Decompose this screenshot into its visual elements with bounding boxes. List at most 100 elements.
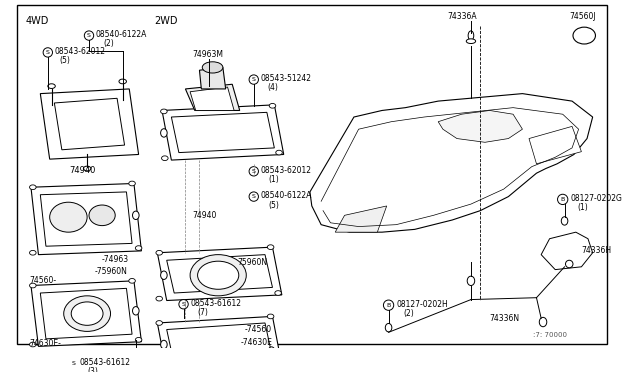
Text: 08543-61612: 08543-61612 — [79, 358, 131, 367]
Polygon shape — [40, 288, 132, 339]
Polygon shape — [157, 317, 282, 372]
Ellipse shape — [467, 39, 476, 44]
Polygon shape — [54, 98, 125, 150]
Ellipse shape — [190, 255, 246, 296]
Text: B: B — [387, 303, 390, 308]
Text: 08543-62012: 08543-62012 — [260, 166, 311, 175]
Ellipse shape — [50, 202, 87, 232]
Ellipse shape — [132, 307, 139, 315]
Text: S: S — [87, 33, 91, 38]
Ellipse shape — [83, 166, 91, 171]
Text: S: S — [252, 169, 256, 174]
Ellipse shape — [156, 296, 163, 301]
Text: S: S — [46, 50, 50, 55]
Ellipse shape — [64, 296, 111, 331]
Text: 74560J: 74560J — [569, 12, 596, 21]
Polygon shape — [166, 255, 273, 293]
Text: 74940: 74940 — [192, 211, 216, 220]
Ellipse shape — [198, 261, 239, 289]
Ellipse shape — [161, 109, 167, 114]
Text: 08543-51242: 08543-51242 — [260, 74, 311, 83]
Text: 74336A: 74336A — [447, 12, 477, 21]
Polygon shape — [40, 89, 139, 159]
Ellipse shape — [269, 103, 276, 108]
Ellipse shape — [385, 323, 392, 332]
Text: (5): (5) — [269, 201, 280, 209]
Text: 2WD: 2WD — [154, 16, 178, 26]
Polygon shape — [335, 206, 387, 232]
Text: S: S — [182, 302, 186, 307]
Ellipse shape — [275, 291, 282, 295]
Text: 75960N: 75960N — [237, 258, 267, 267]
Ellipse shape — [135, 246, 142, 250]
Text: 4WD: 4WD — [26, 16, 49, 26]
Text: 08127-0202G: 08127-0202G — [570, 194, 622, 203]
Polygon shape — [31, 183, 141, 255]
Polygon shape — [31, 281, 141, 346]
Polygon shape — [529, 126, 581, 164]
Text: -74630E: -74630E — [241, 338, 273, 347]
Ellipse shape — [468, 31, 474, 40]
Ellipse shape — [156, 250, 163, 255]
Ellipse shape — [161, 271, 167, 279]
Text: S: S — [252, 77, 256, 82]
Polygon shape — [40, 192, 132, 246]
Polygon shape — [438, 110, 522, 142]
Text: 08540-6122A: 08540-6122A — [95, 30, 147, 39]
Text: (2): (2) — [103, 39, 114, 48]
Text: (2): (2) — [404, 309, 414, 318]
Text: 74336H: 74336H — [581, 246, 612, 256]
Text: B: B — [561, 197, 565, 202]
Ellipse shape — [156, 368, 163, 372]
Ellipse shape — [129, 279, 135, 283]
Ellipse shape — [275, 361, 282, 366]
Polygon shape — [200, 67, 226, 89]
Text: -75960N: -75960N — [95, 267, 127, 276]
Text: 74336N: 74336N — [490, 314, 520, 323]
Ellipse shape — [29, 185, 36, 190]
Ellipse shape — [276, 150, 282, 155]
Text: 74940: 74940 — [69, 166, 95, 175]
Ellipse shape — [268, 245, 274, 250]
Ellipse shape — [129, 181, 135, 186]
Polygon shape — [190, 87, 234, 110]
Text: (5): (5) — [59, 56, 70, 65]
Text: 74630E-: 74630E- — [29, 339, 61, 348]
Ellipse shape — [566, 260, 573, 268]
Ellipse shape — [48, 84, 55, 89]
Ellipse shape — [84, 31, 93, 40]
Ellipse shape — [561, 217, 568, 225]
Polygon shape — [157, 247, 282, 301]
Ellipse shape — [383, 300, 394, 310]
Ellipse shape — [29, 283, 36, 288]
Polygon shape — [186, 84, 240, 110]
Polygon shape — [166, 323, 273, 364]
Ellipse shape — [29, 250, 36, 255]
Text: S: S — [252, 194, 256, 199]
Ellipse shape — [249, 75, 259, 84]
Ellipse shape — [135, 337, 142, 342]
Text: (4): (4) — [268, 83, 278, 93]
Text: -74560: -74560 — [244, 325, 271, 334]
Ellipse shape — [557, 194, 568, 205]
Text: :7: 70000: :7: 70000 — [532, 332, 567, 338]
Ellipse shape — [119, 79, 127, 84]
Ellipse shape — [89, 205, 115, 225]
Ellipse shape — [161, 156, 168, 161]
Ellipse shape — [467, 276, 475, 286]
Text: 74560-: 74560- — [29, 276, 56, 285]
Ellipse shape — [268, 347, 275, 355]
Text: -74963: -74963 — [101, 255, 128, 264]
Ellipse shape — [29, 342, 36, 347]
Ellipse shape — [540, 317, 547, 327]
Ellipse shape — [156, 321, 163, 326]
Ellipse shape — [573, 27, 595, 44]
Polygon shape — [162, 105, 284, 160]
Text: S: S — [71, 361, 75, 366]
Ellipse shape — [43, 48, 52, 57]
Text: 74963M: 74963M — [192, 50, 223, 59]
Ellipse shape — [132, 211, 139, 219]
Ellipse shape — [68, 359, 78, 368]
Text: (1): (1) — [269, 175, 280, 184]
Text: 08543-61612: 08543-61612 — [190, 299, 241, 308]
